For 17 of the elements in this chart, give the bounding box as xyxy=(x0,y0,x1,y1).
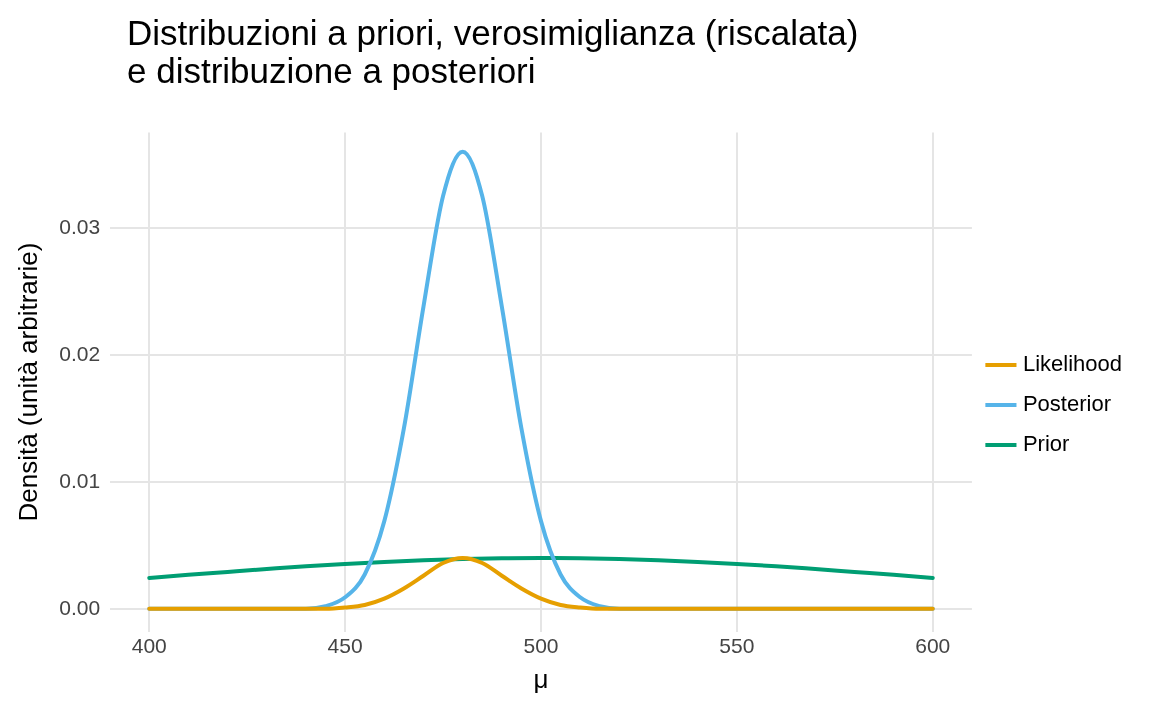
y-tick-label: 0.02 xyxy=(59,341,101,365)
line-series xyxy=(147,555,935,580)
x-tick-label: 550 xyxy=(719,634,755,657)
y-tick-label: 0.00 xyxy=(59,595,101,619)
legend-label: Likelihood xyxy=(1022,351,1122,377)
x-axis-title: μ xyxy=(533,663,549,694)
chart-title: Distribuzioni a priori, verosimiglianza (riscalata) e distribuzione a posteriori xyxy=(127,13,859,90)
x-tick-label: 600 xyxy=(915,634,951,657)
y-tick-label: 0.01 xyxy=(59,468,101,492)
legend-label: Prior xyxy=(1022,431,1070,457)
x-tick-label: 450 xyxy=(327,634,363,657)
x-tick-label: 400 xyxy=(131,634,167,657)
line-series xyxy=(147,555,935,611)
x-tick-label: 500 xyxy=(523,634,559,657)
y-tick-label: 0.03 xyxy=(59,214,101,238)
legend-label: Posterior xyxy=(1022,391,1111,417)
y-axis-title: Densità (unità arbitrarie) xyxy=(12,242,43,522)
